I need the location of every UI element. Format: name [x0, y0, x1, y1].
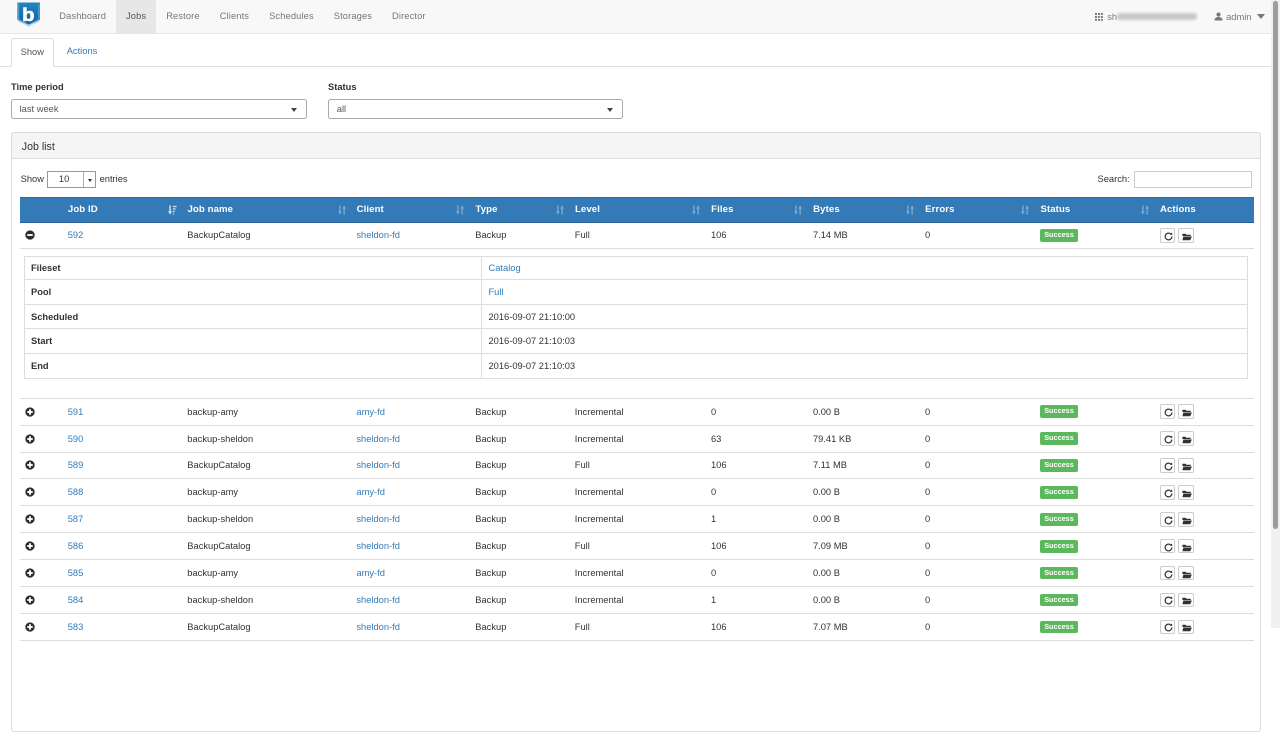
svg-text:b: b — [22, 5, 34, 25]
